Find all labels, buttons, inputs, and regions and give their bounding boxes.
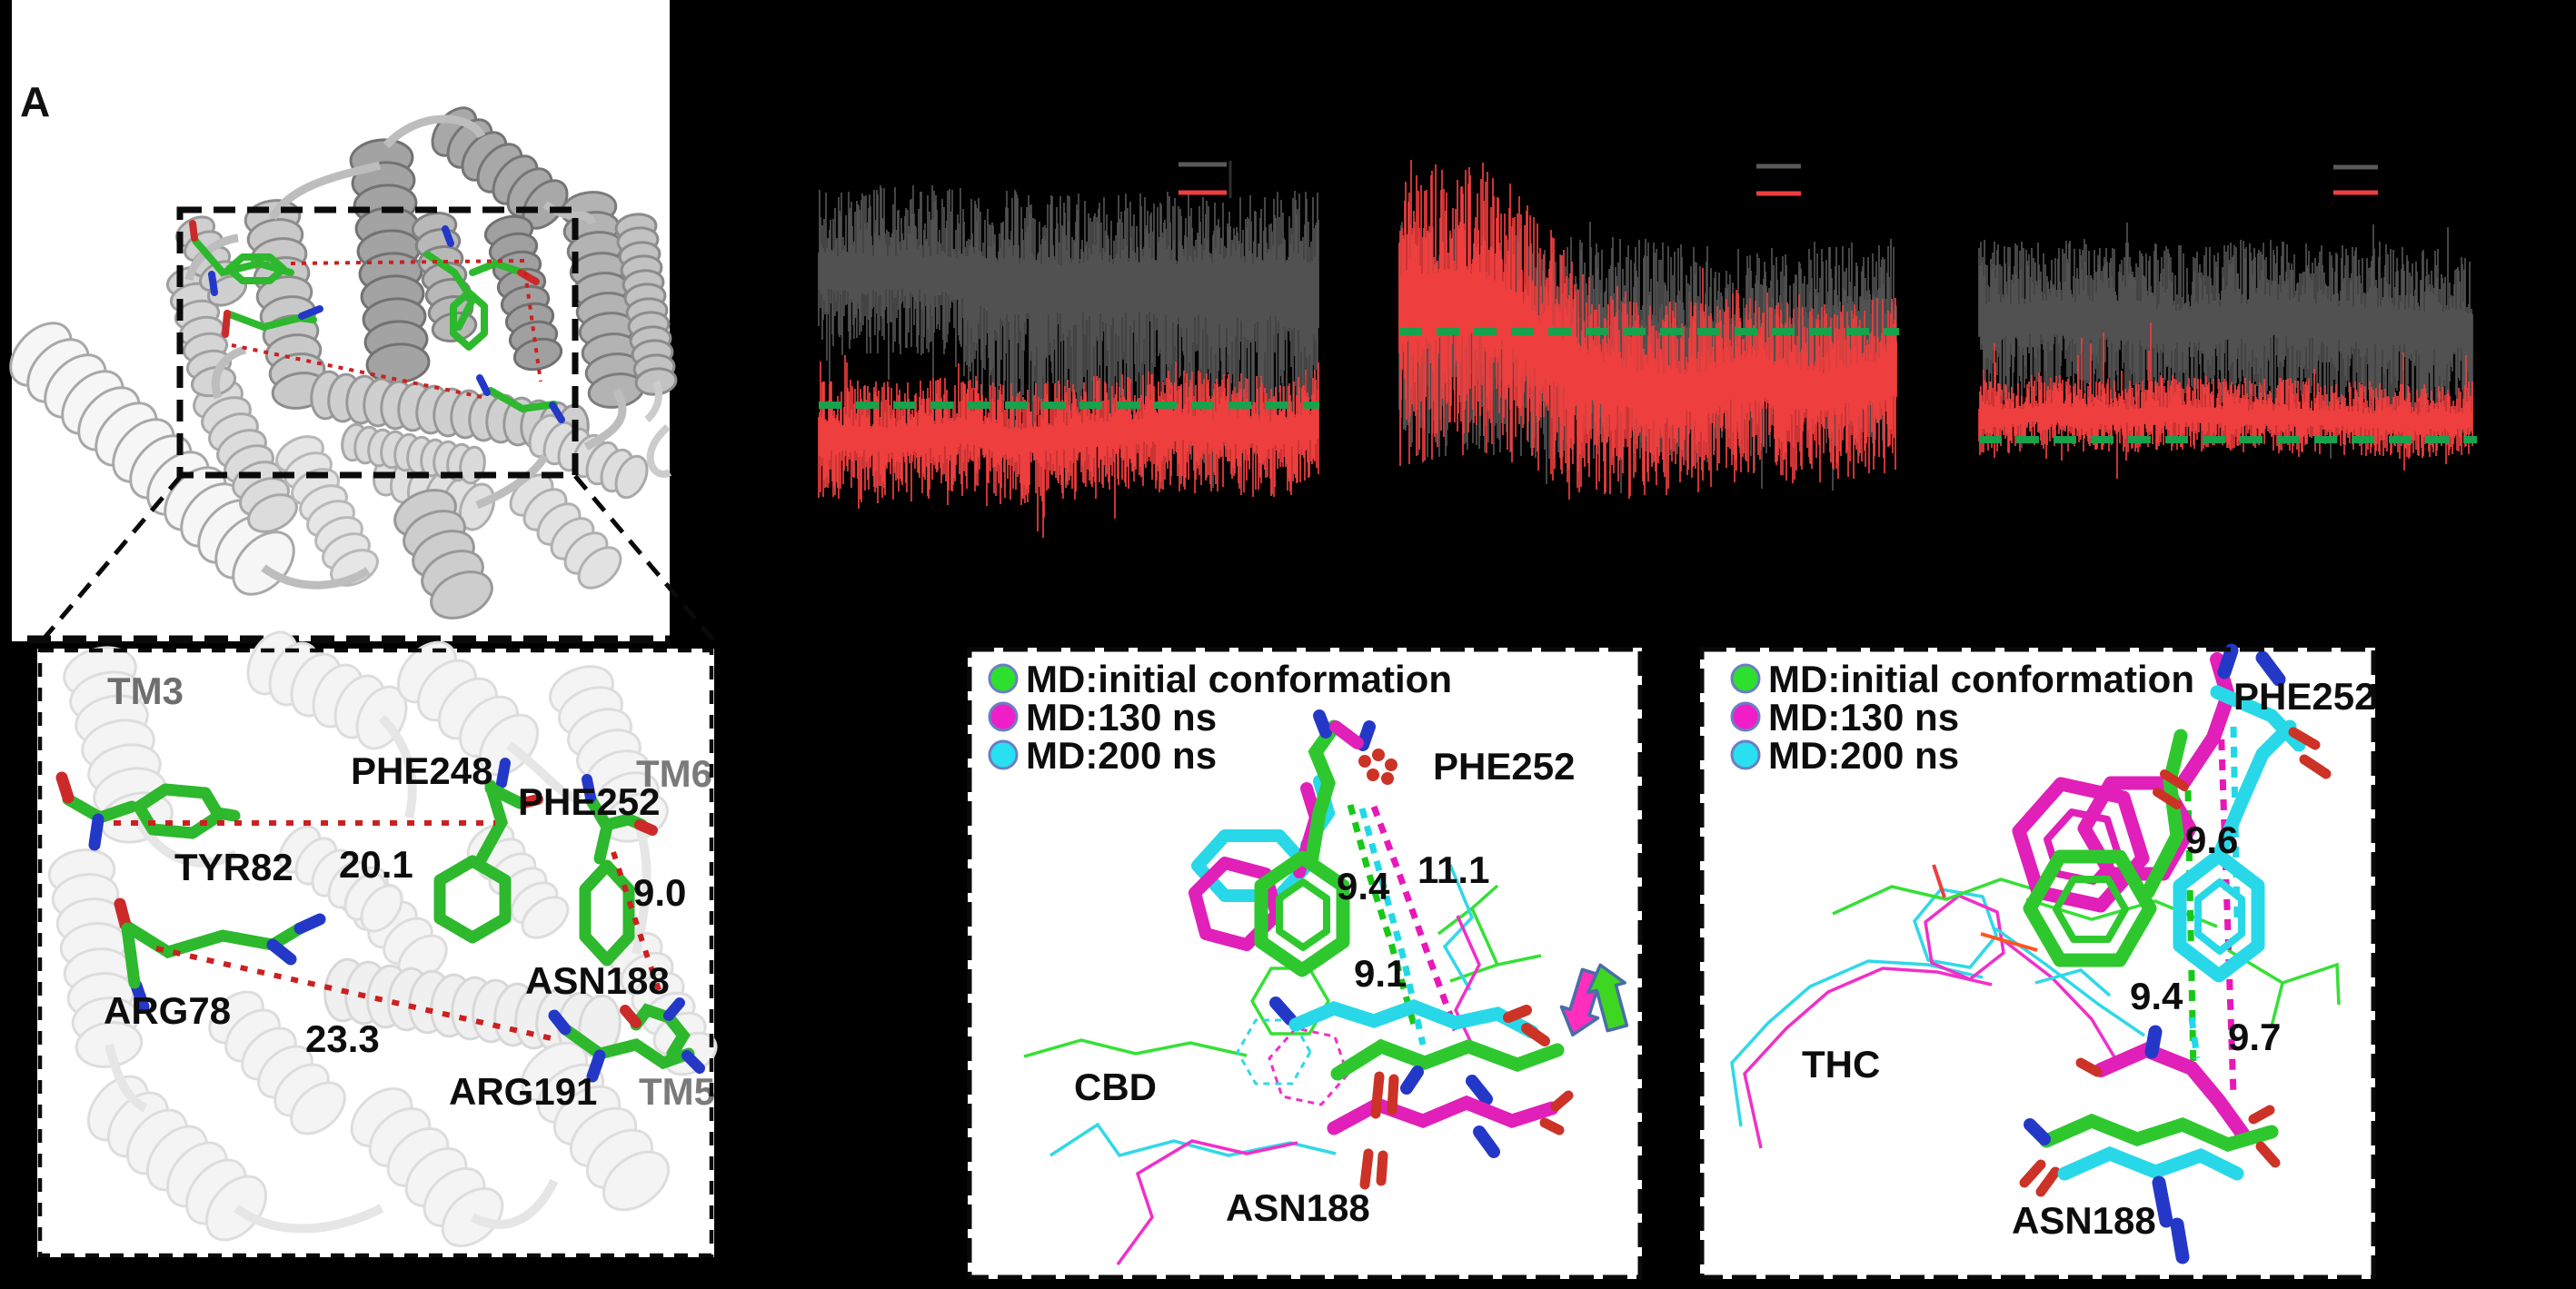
svg-text:ARG191: ARG191 [449, 1070, 597, 1113]
svg-text:PHE248: PHE248 [351, 749, 492, 792]
svg-text:ASN188: ASN188 [1226, 1186, 1370, 1229]
svg-text:9.4: 9.4 [1337, 865, 1390, 907]
svg-text:ASN188: ASN188 [525, 959, 670, 1002]
svg-text:MD:initial conformation: MD:initial conformation [1026, 658, 1452, 700]
svg-text:MD:initial conformation: MD:initial conformation [1768, 658, 2194, 700]
svg-text:ARG78: ARG78 [104, 989, 231, 1032]
svg-text:9.6: 9.6 [2185, 818, 2238, 861]
svg-text:11.1: 11.1 [1417, 848, 1489, 891]
svg-text:20.1: 20.1 [339, 843, 413, 886]
svg-text:TM6: TM6 [636, 752, 712, 795]
svg-text:9.1: 9.1 [1354, 952, 1407, 995]
svg-text:TM3: TM3 [107, 669, 184, 712]
svg-text:TM5: TM5 [639, 1070, 715, 1113]
svg-text:9.0: 9.0 [633, 871, 686, 914]
svg-text:PHE252: PHE252 [1433, 745, 1575, 788]
svg-text:PHE252: PHE252 [2233, 675, 2375, 718]
svg-text:MD:200 ns: MD:200 ns [1026, 734, 1217, 777]
svg-text:9.7: 9.7 [2228, 1016, 2281, 1058]
svg-text:TYR82: TYR82 [174, 846, 293, 888]
svg-text:PHE252: PHE252 [518, 780, 660, 823]
svg-text:THC: THC [1802, 1043, 1880, 1086]
svg-text:MD:200 ns: MD:200 ns [1768, 734, 1959, 777]
svg-text:9.4: 9.4 [2130, 975, 2183, 1017]
svg-text:23.3: 23.3 [305, 1017, 380, 1060]
svg-text:CBD: CBD [1074, 1066, 1157, 1108]
svg-text:A: A [20, 78, 50, 125]
svg-text:MD:130 ns: MD:130 ns [1768, 696, 1959, 739]
svg-text:ASN188: ASN188 [2012, 1199, 2156, 1242]
svg-text:MD:130 ns: MD:130 ns [1026, 696, 1217, 739]
